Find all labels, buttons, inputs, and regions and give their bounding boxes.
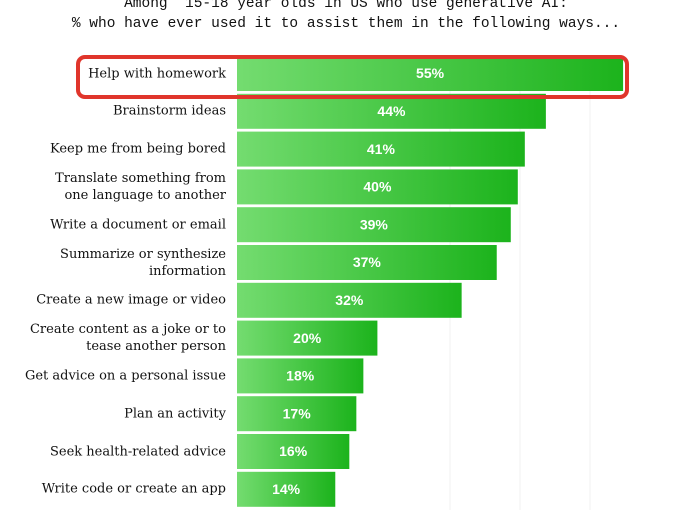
category-label: Write a document or email: [50, 217, 226, 233]
category-label: Brainstorm ideas: [112, 103, 226, 119]
bar: [237, 131, 525, 167]
category-label: Translate something from one language to…: [55, 170, 226, 203]
value-label: 44%: [377, 103, 406, 119]
chart-subtitle: % who have ever used it to assist them i…: [71, 16, 621, 32]
bar: [237, 471, 336, 507]
bar: [237, 56, 624, 91]
bar: [237, 169, 518, 205]
value-label: 40%: [363, 179, 392, 195]
value-label: 16%: [279, 443, 308, 459]
category-label: Create content as a joke or to tease ano…: [29, 322, 226, 355]
value-label: 17%: [283, 405, 312, 421]
value-label: 18%: [286, 368, 315, 384]
category-label: Seek health-related advice: [49, 444, 226, 459]
value-label: 14%: [272, 481, 301, 497]
category-label: Plan an activity: [124, 406, 226, 422]
chart-title: Among 15-18 year olds in US who use gene…: [124, 0, 568, 12]
value-label: 41%: [367, 141, 396, 157]
highlight-box: [76, 55, 629, 99]
category-label: Get advice on a personal issue: [24, 368, 226, 384]
category-label: Create a new image or video: [36, 292, 226, 308]
category-label: Keep me from being bored: [49, 141, 226, 157]
bar: [237, 320, 378, 356]
value-label: 37%: [353, 254, 382, 270]
value-label: 39%: [360, 216, 389, 232]
value-label: 55%: [416, 65, 445, 81]
bar: [237, 282, 462, 318]
bar: [237, 245, 497, 280]
bar: [237, 358, 364, 394]
bar: [237, 207, 511, 243]
value-label: 20%: [293, 330, 322, 346]
category-label: Help with homework: [88, 66, 226, 81]
value-label: 32%: [335, 292, 364, 308]
category-label: Summarize or synthesize information: [60, 246, 226, 279]
bar: [237, 434, 350, 469]
bar: [237, 396, 357, 432]
bar: [237, 93, 546, 129]
category-label: Write code or create an app: [41, 481, 226, 497]
